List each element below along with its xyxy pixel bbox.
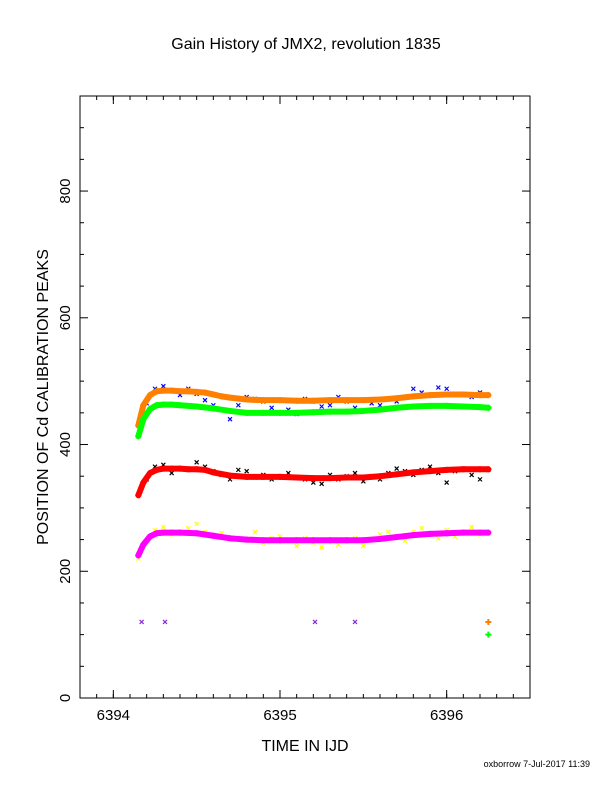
data-point [485, 631, 492, 638]
data-point [252, 529, 258, 535]
data-point [269, 405, 275, 411]
y-tick-label: 0 [57, 694, 74, 702]
y-tick-label: 800 [57, 179, 74, 204]
series-6 [135, 529, 492, 559]
data-point [185, 525, 191, 531]
y-tick-label: 600 [57, 305, 74, 330]
data-point [160, 383, 166, 389]
data-point [294, 543, 300, 549]
data-point [444, 480, 450, 485]
data-point [477, 476, 483, 482]
data-point [352, 470, 358, 476]
data-point [139, 619, 145, 625]
series-band [135, 465, 492, 499]
footer-timestamp: oxborrow 7-Jul-2017 11:39 [483, 759, 590, 769]
data-point [352, 619, 358, 625]
series-2 [135, 401, 492, 638]
data-point [202, 397, 208, 403]
data-point [169, 470, 175, 476]
data-point [227, 416, 233, 422]
data-point [485, 618, 492, 625]
data-point [410, 386, 416, 392]
series-band [135, 529, 492, 559]
plot-frame [79, 95, 531, 699]
data-point [194, 521, 200, 527]
x-axis-label: TIME IN IJD [261, 738, 349, 755]
data-point [235, 467, 241, 473]
y-tick-label: 200 [57, 559, 74, 584]
data-point [319, 404, 325, 409]
y-tick-label: 400 [57, 432, 74, 457]
y-axis-label: POSITION OF Cd CALIBRATION PEAKS [35, 249, 52, 545]
data-point [312, 619, 318, 625]
series-4 [135, 465, 492, 499]
data-point [244, 468, 250, 474]
x-tick-label: 6396 [430, 707, 463, 724]
data-point [435, 535, 441, 541]
data-point [435, 385, 441, 390]
data-point [194, 459, 200, 465]
data-point [327, 402, 333, 408]
data-point [360, 543, 366, 549]
data-point [335, 542, 341, 548]
data-point [469, 524, 475, 530]
data-point [235, 402, 241, 408]
x-tick-label: 6394 [97, 707, 130, 724]
data-point [444, 386, 450, 392]
chart-title: Gain History of JMX2, revolution 1835 [171, 36, 441, 53]
data-point [162, 619, 168, 625]
data-point [310, 480, 316, 485]
series-band [135, 401, 492, 440]
series-7 [139, 619, 358, 625]
data-point [394, 466, 400, 472]
data-point [319, 544, 325, 550]
series-band [135, 387, 492, 429]
data-point [402, 538, 408, 544]
x-tick-label: 6395 [263, 707, 296, 724]
data-point [469, 472, 475, 478]
data-point [419, 525, 425, 531]
data-point [319, 481, 325, 487]
series-1 [135, 387, 492, 625]
data-point [160, 524, 166, 530]
data-point [385, 529, 391, 535]
